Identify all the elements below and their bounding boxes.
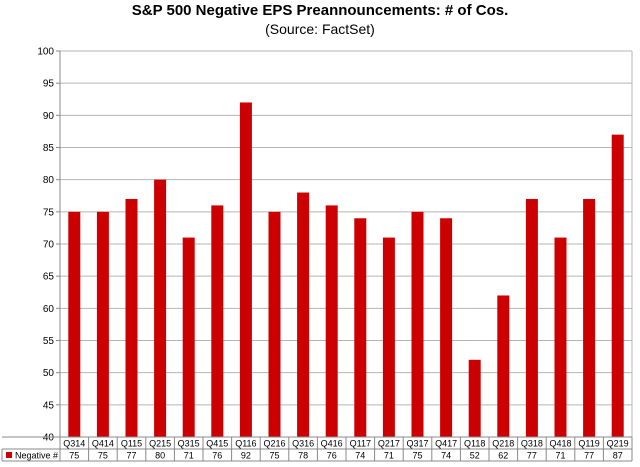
x-tick-label: Q318 xyxy=(521,439,543,449)
x-tick-label: Q317 xyxy=(406,439,428,449)
y-tick-label: 45 xyxy=(43,400,55,411)
y-tick-label: 75 xyxy=(43,207,55,218)
y-tick-label: 70 xyxy=(43,240,55,251)
bar xyxy=(182,237,195,437)
x-tick-label: Q118 xyxy=(464,439,485,449)
data-table-value: 52 xyxy=(470,451,480,461)
bar xyxy=(583,198,596,437)
chart-subtitle: (Source: FactSet) xyxy=(265,21,375,37)
bar xyxy=(297,192,310,437)
bar xyxy=(268,211,281,437)
bar xyxy=(382,237,395,437)
x-tick-label: Q115 xyxy=(121,439,142,449)
x-tick-label: Q415 xyxy=(206,439,228,449)
bar xyxy=(68,211,81,437)
x-tick-label: Q416 xyxy=(321,439,343,449)
data-table-value: 74 xyxy=(355,451,365,461)
legend-label: Negative # xyxy=(15,451,58,461)
data-table-value: 78 xyxy=(298,451,308,461)
data-table-value: 76 xyxy=(327,451,337,461)
x-tick-label: Q315 xyxy=(178,439,200,449)
legend-swatch xyxy=(6,452,12,458)
data-table-value: 71 xyxy=(184,451,194,461)
bar xyxy=(211,205,224,437)
x-tick-label: Q117 xyxy=(350,439,371,449)
y-tick-label: 80 xyxy=(43,175,55,186)
x-tick-label: Q414 xyxy=(92,439,114,449)
y-tick-label: 100 xyxy=(37,47,54,58)
bar xyxy=(411,211,424,437)
bar xyxy=(554,237,567,437)
data-table-value: 75 xyxy=(98,451,108,461)
data-table-value: 71 xyxy=(384,451,394,461)
bar xyxy=(154,179,167,437)
bar xyxy=(525,198,538,437)
data-table-value: 77 xyxy=(126,451,136,461)
data-table-value: 74 xyxy=(441,451,451,461)
y-tick-label: 50 xyxy=(43,368,55,379)
x-tick-label: Q219 xyxy=(607,439,629,449)
data-table-value: 92 xyxy=(241,451,251,461)
data-table-value: 62 xyxy=(498,451,508,461)
y-tick-label: 40 xyxy=(43,433,55,444)
y-tick-label: 55 xyxy=(43,336,55,347)
x-tick-label: Q418 xyxy=(549,439,571,449)
data-table-value: 77 xyxy=(527,451,537,461)
y-tick-label: 90 xyxy=(43,111,55,122)
data-table-value: 71 xyxy=(555,451,565,461)
data-table-value: 75 xyxy=(69,451,79,461)
x-tick-label: Q217 xyxy=(378,439,400,449)
x-tick-label: Q417 xyxy=(435,439,457,449)
x-tick-label: Q119 xyxy=(578,439,599,449)
x-tick-label: Q218 xyxy=(492,439,514,449)
data-table-value: 75 xyxy=(269,451,279,461)
chart-title: S&P 500 Negative EPS Preannouncements: #… xyxy=(131,2,509,19)
bar xyxy=(354,218,367,437)
bar xyxy=(96,211,109,437)
x-tick-label: Q216 xyxy=(263,439,285,449)
y-tick-label: 85 xyxy=(43,143,55,154)
y-tick-label: 95 xyxy=(43,79,55,90)
x-tick-label: Q316 xyxy=(292,439,314,449)
bar xyxy=(239,102,252,437)
data-table-value: 77 xyxy=(584,451,594,461)
y-tick-label: 65 xyxy=(43,272,55,283)
data-table-value: 80 xyxy=(155,451,165,461)
data-table-value: 75 xyxy=(412,451,422,461)
x-tick-label: Q116 xyxy=(235,439,256,449)
bar xyxy=(468,359,481,437)
data-table-value: 87 xyxy=(613,451,623,461)
bar xyxy=(611,134,624,437)
data-table-value: 76 xyxy=(212,451,222,461)
bar xyxy=(440,218,453,437)
bar xyxy=(125,198,138,437)
bar xyxy=(325,205,338,437)
x-tick-label: Q215 xyxy=(149,439,171,449)
bar xyxy=(497,295,510,437)
x-tick-label: Q314 xyxy=(63,439,85,449)
y-tick-label: 60 xyxy=(43,304,55,315)
